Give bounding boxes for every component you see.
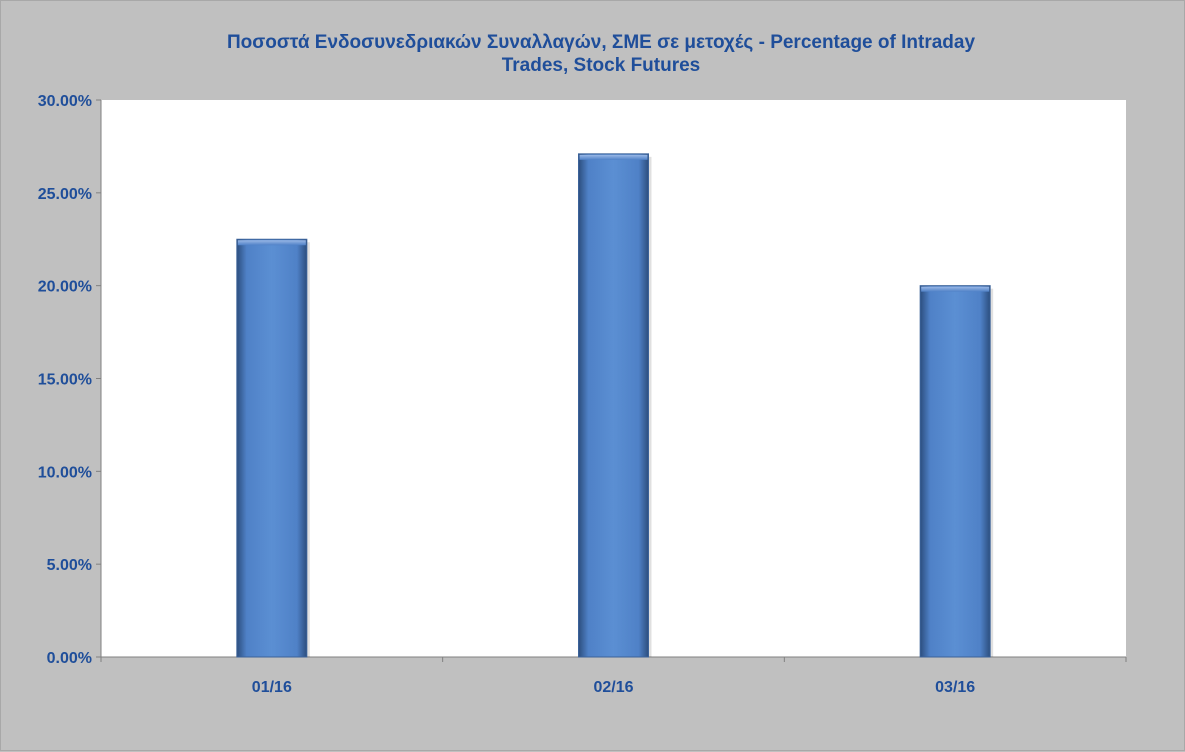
x-tick-label: 02/16 (593, 679, 633, 696)
bar-body (578, 153, 649, 658)
y-tick-label: 10.00% (38, 464, 92, 481)
x-tick-label: 03/16 (935, 679, 975, 696)
y-tick-label: 0.00% (47, 650, 92, 667)
x-tick-label: 01/16 (252, 679, 292, 696)
tick-labels: 0.00% 5.00% 10.00% 15.00% 20.00% 25.00% 30.00%… (38, 93, 976, 696)
bar-body (236, 238, 308, 658)
chart-title-line-1: Ποσοστά Ενδοσυνεδριακών Συναλλαγών, ΣΜΕ … (226, 32, 976, 53)
y-tick-label: 15.00% (38, 372, 92, 389)
y-tick-label: 20.00% (38, 279, 92, 296)
bars (236, 153, 994, 658)
bar-bevel (579, 154, 648, 160)
bar-bevel (921, 286, 990, 292)
chart-title-line-2: Trades, Stock Futures (501, 55, 701, 76)
bar-bevel (237, 240, 306, 246)
bar-03-16 (919, 285, 994, 658)
bar-01-16 (236, 238, 310, 658)
y-tick-label: 30.00% (38, 93, 92, 110)
bar-body (919, 285, 991, 658)
chart-title: Ποσοστά Ενδοσυνεδριακών Συναλλαγών, ΣΜΕ … (101, 31, 1101, 77)
y-tick-label: 5.00% (47, 557, 92, 574)
y-tick-label: 25.00% (38, 186, 92, 203)
bar-02-16 (578, 153, 652, 658)
